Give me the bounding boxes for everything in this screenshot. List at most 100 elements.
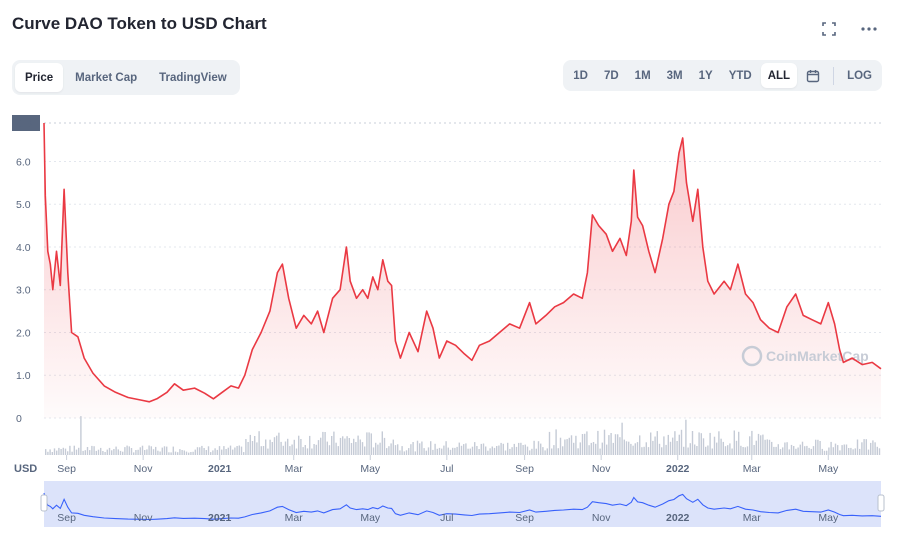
volume-bar [243, 452, 245, 455]
volume-bar [482, 443, 485, 455]
volume-bar [685, 419, 687, 455]
volume-bar [210, 452, 212, 455]
fullscreen-icon[interactable] [820, 20, 838, 38]
volume-bar [507, 442, 509, 455]
volume-bar [570, 435, 573, 455]
y-tick-label: 5.0 [16, 199, 31, 211]
volume-bar [643, 446, 645, 455]
volume-bar [489, 448, 491, 455]
volume-bar [254, 436, 256, 455]
volume-bar [370, 433, 372, 455]
navigator-tick-label: Nov [592, 512, 611, 524]
volume-bar [386, 448, 388, 455]
volume-bar [641, 447, 643, 455]
volume-bar [476, 446, 478, 455]
more-dots-icon[interactable] [860, 20, 878, 38]
volume-bar [205, 450, 207, 455]
volume-bar [522, 445, 524, 455]
range-1d[interactable]: 1D [573, 69, 588, 82]
volume-bar [573, 442, 575, 455]
log-scale-button[interactable]: LOG [847, 69, 872, 82]
volume-bar [258, 431, 260, 455]
range-1y[interactable]: 1Y [698, 69, 713, 82]
volume-bar [339, 437, 342, 455]
volume-bar [238, 445, 240, 455]
volume-bar [234, 447, 236, 455]
volume-bar [361, 442, 364, 455]
volume-bar [304, 445, 306, 455]
volume-bar [564, 439, 566, 455]
volume-bar [828, 447, 830, 455]
volume-bar [256, 442, 258, 455]
volume-bar [300, 439, 302, 455]
volume-bar [414, 451, 416, 455]
volume-bar [531, 448, 533, 455]
volume-bar [557, 448, 559, 455]
volume-bar [49, 449, 51, 455]
volume-bar [357, 435, 359, 455]
tab-price[interactable]: Price [15, 63, 64, 92]
volume-bar [196, 447, 199, 455]
volume-bar [551, 448, 553, 455]
navigator-left-handle[interactable] [40, 494, 48, 512]
volume-bar [166, 446, 168, 455]
volume-bar [621, 422, 623, 455]
volume-bar [337, 446, 339, 455]
volume-bar [62, 447, 64, 455]
volume-bar [75, 449, 78, 455]
volume-bar [342, 436, 344, 455]
volume-bar [568, 437, 570, 455]
volume-bar [771, 441, 773, 455]
volume-bar [419, 443, 421, 455]
tab-market-cap[interactable]: Market Cap [75, 71, 138, 84]
volume-bar [856, 439, 859, 455]
tab-tradingview[interactable]: TradingView [159, 71, 227, 84]
price-line[interactable] [43, 122, 882, 403]
volume-bar [465, 443, 467, 455]
range-1m[interactable]: 1M [634, 69, 651, 82]
range-all[interactable]: ALL [760, 63, 798, 88]
navigator-tick-label: Sep [57, 512, 76, 524]
volume-bar [711, 448, 713, 455]
volume-bar [280, 441, 282, 455]
range-7d[interactable]: 7D [603, 69, 619, 82]
volume-bar [130, 448, 133, 455]
navigator-right-handle[interactable] [877, 494, 885, 512]
volume-bar [89, 450, 91, 455]
volume-bar [348, 438, 350, 455]
volume-bar [804, 446, 806, 455]
volume-bar [225, 449, 227, 455]
range-3m[interactable]: 3M [666, 69, 683, 82]
volume-bar [467, 448, 469, 455]
volume-bar [111, 450, 113, 455]
volume-bar [753, 445, 755, 455]
volume-bar [749, 436, 751, 455]
volume-bar [619, 437, 621, 455]
volume-bar [278, 432, 280, 455]
volume-bar [155, 446, 157, 455]
volume-bar [562, 446, 564, 455]
volume-bar [786, 442, 788, 455]
price-area-fill [44, 123, 881, 418]
volume-bar [207, 446, 210, 455]
volume-bar [597, 430, 599, 455]
volume-bar [678, 434, 680, 455]
volume-bar [445, 441, 447, 455]
range-ytd[interactable]: YTD [728, 69, 752, 82]
volume-bar [115, 446, 117, 455]
calendar-icon[interactable] [799, 63, 827, 88]
volume-bar [421, 441, 423, 455]
volume-bar [58, 447, 60, 455]
volume-bar [401, 446, 403, 455]
navigator-tick-label: 2022 [666, 512, 690, 524]
range-navigator[interactable] [44, 481, 881, 527]
y-tick-label: 2.0 [16, 327, 31, 339]
volume-bar [311, 448, 313, 455]
volume-bar [71, 451, 73, 455]
volume-bar [456, 446, 458, 455]
volume-bar [218, 446, 221, 455]
volume-bar [159, 451, 161, 455]
volume-bar [335, 442, 337, 455]
volume-bar [124, 447, 126, 455]
